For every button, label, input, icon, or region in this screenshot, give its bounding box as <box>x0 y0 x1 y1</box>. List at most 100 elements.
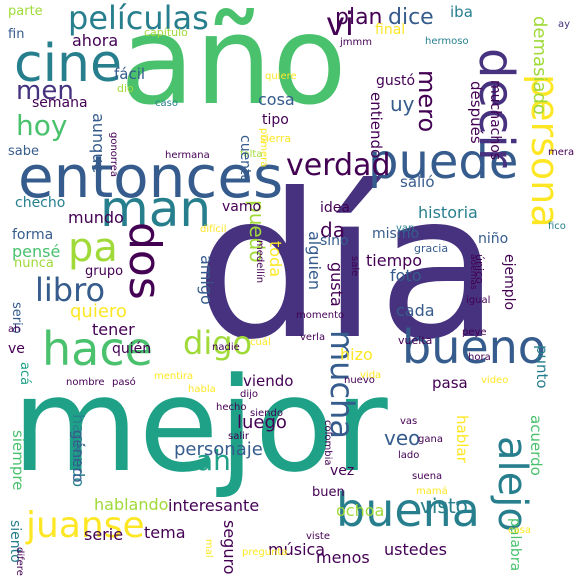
word-43: caso <box>155 98 178 109</box>
word-123: siempre <box>9 430 27 491</box>
word-106: hora <box>468 352 491 363</box>
word-103: hizo <box>340 345 373 364</box>
word-73: niño <box>478 231 509 247</box>
word-82: toda <box>266 241 285 278</box>
word-136: hablando <box>94 495 169 514</box>
word-135: buen <box>312 485 345 500</box>
word-53: sierra <box>260 132 292 145</box>
word-90: cada <box>396 301 435 320</box>
word-87: gusta <box>327 262 346 307</box>
word-100: nadie <box>212 342 240 353</box>
word-117: hecho <box>216 402 247 413</box>
word-70: fico <box>548 221 566 232</box>
word-27: plan <box>335 5 383 30</box>
word-132: mamá <box>416 486 448 497</box>
word-72: mismo <box>372 226 420 242</box>
word-5: cine <box>14 34 122 94</box>
word-41: gustó <box>376 73 416 89</box>
word-15: películas <box>68 0 209 37</box>
word-102: verla <box>300 332 326 343</box>
word-26: mero <box>413 70 441 133</box>
word-55: falta <box>240 149 263 160</box>
word-133: vez <box>330 463 355 479</box>
word-34: ahora <box>72 31 119 50</box>
word-56: mera <box>548 147 575 158</box>
word-58: puedo <box>245 200 269 263</box>
word-23: ahí <box>196 444 239 477</box>
word-84: medellín <box>254 240 265 284</box>
word-124: colombia <box>322 420 333 466</box>
word-95: momento <box>296 310 345 321</box>
word-31: fin <box>8 27 25 42</box>
word-64: da <box>320 218 345 242</box>
word-66: mundo <box>68 208 124 227</box>
word-45: uy <box>390 92 415 116</box>
word-69: van <box>396 223 415 234</box>
word-3: entonces <box>18 143 284 211</box>
word-65: historia <box>418 203 478 222</box>
word-76: pensé <box>12 242 61 261</box>
word-99: acá <box>17 362 32 386</box>
word-7: bueno <box>402 320 546 374</box>
word-20: men <box>16 76 74 106</box>
word-111: vida <box>360 370 382 381</box>
word-98: ve <box>8 341 25 357</box>
word-108: pasó <box>112 377 136 388</box>
word-114: video <box>481 375 509 386</box>
word-16: verdad <box>286 148 391 183</box>
word-149: mal <box>203 539 214 558</box>
word-74: gracia <box>414 242 449 255</box>
word-2: año <box>120 0 347 132</box>
word-83: grupo <box>85 264 124 279</box>
word-0: día <box>195 151 501 384</box>
word-94: quién <box>112 341 152 357</box>
word-145: ustedes <box>384 540 447 559</box>
word-152: diferente <box>14 547 25 576</box>
word-32: capítulo <box>144 26 188 39</box>
word-29: iba <box>450 3 473 21</box>
word-49: aunque <box>89 113 108 174</box>
word-37: hermoso <box>425 36 469 47</box>
word-60: salió <box>400 173 435 191</box>
word-91: tener <box>92 320 135 339</box>
word-131: suena <box>412 471 443 482</box>
word-105: punto <box>533 345 551 389</box>
word-59: entiendo <box>367 92 385 159</box>
word-44: cosa <box>258 90 295 109</box>
word-12: dos <box>119 222 170 300</box>
word-151: pregunta <box>242 547 288 558</box>
word-109: mentira <box>154 371 194 382</box>
word-21: alejo <box>489 436 535 532</box>
word-28: dice <box>388 5 434 30</box>
word-38: fácil <box>114 65 146 83</box>
word-148: seguro <box>220 520 239 575</box>
word-121: veo <box>384 426 421 450</box>
word-33: ay <box>558 19 571 30</box>
word-19: hoy <box>16 109 68 142</box>
word-35: final <box>375 22 406 38</box>
word-1: mejor <box>12 349 388 501</box>
word-89: foto <box>390 266 422 285</box>
word-61: checho <box>15 195 66 211</box>
word-14: persona <box>523 74 567 228</box>
word-71: forma <box>12 227 54 243</box>
word-144: menos <box>316 548 370 567</box>
word-75: además <box>468 254 478 290</box>
word-51: gonorrea <box>108 132 119 178</box>
word-134: género <box>69 430 87 483</box>
word-79: tiempo <box>366 251 423 270</box>
word-110: viendo <box>243 372 294 390</box>
word-129: personaje <box>174 439 263 460</box>
word-147: casa <box>508 525 531 536</box>
word-52: primera <box>258 128 269 168</box>
word-78: amigo <box>197 255 216 305</box>
word-138: visto <box>420 494 468 518</box>
word-9: juanse <box>26 505 145 546</box>
word-39: dio <box>117 82 134 95</box>
word-48: sabe <box>8 144 39 159</box>
word-11: decir <box>468 48 524 168</box>
word-115: habla <box>188 384 216 395</box>
word-128: acuerdo <box>527 415 545 476</box>
word-4: puede <box>368 134 519 190</box>
word-93: ah <box>8 324 21 335</box>
